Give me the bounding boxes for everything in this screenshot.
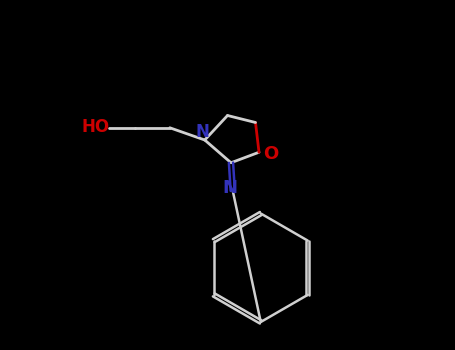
Text: HO: HO [81,118,109,136]
Text: N: N [222,179,238,197]
Text: N: N [195,123,209,141]
Text: O: O [263,145,279,163]
